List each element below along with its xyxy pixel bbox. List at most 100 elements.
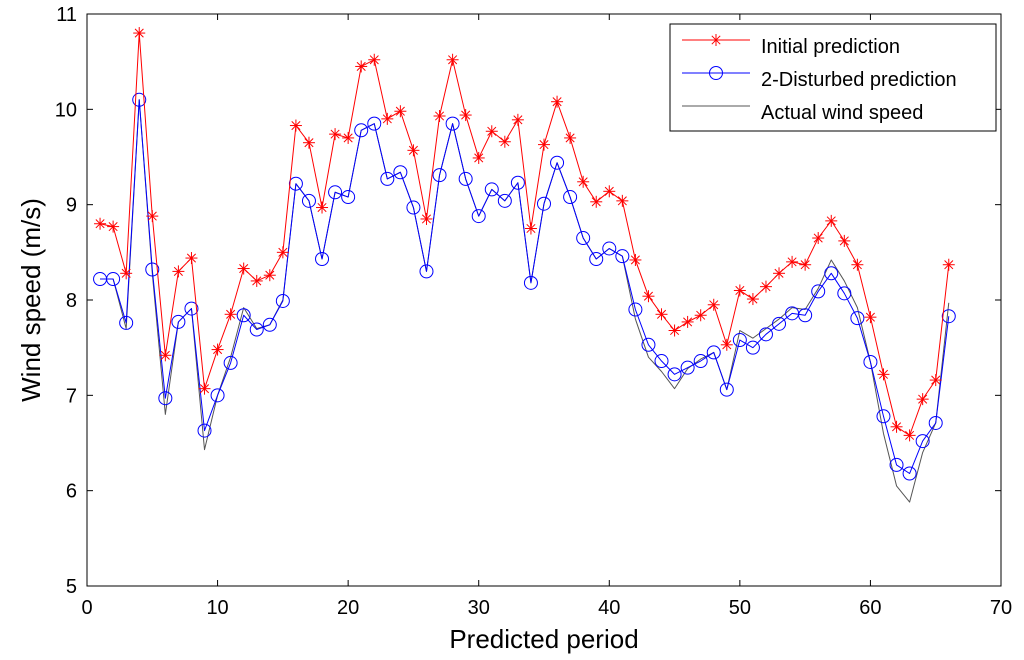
data-point-initial — [551, 95, 564, 108]
data-point-initial — [146, 210, 159, 223]
data-point-disturbed — [328, 185, 343, 200]
data-point-initial — [877, 368, 890, 381]
data-point-initial — [94, 217, 107, 230]
data-point-disturbed — [145, 262, 160, 277]
data-point-disturbed — [915, 434, 930, 449]
data-point-initial — [903, 429, 916, 442]
data-point-disturbed — [315, 252, 330, 267]
x-tick-label: 20 — [337, 597, 359, 619]
data-point-initial — [446, 53, 459, 66]
data-point-initial — [838, 234, 851, 247]
data-point-initial — [198, 382, 211, 395]
data-point-disturbed — [236, 308, 251, 323]
data-point-initial — [120, 267, 133, 280]
series-line-1 — [100, 99, 950, 475]
x-tick-label: 70 — [990, 597, 1012, 619]
data-point-disturbed — [432, 168, 447, 183]
x-tick-label: 50 — [729, 597, 751, 619]
x-tick-label: 30 — [468, 597, 490, 619]
data-point-disturbed — [902, 466, 917, 481]
data-point-disturbed — [928, 415, 943, 430]
series-layer — [93, 27, 956, 503]
data-point-disturbed — [654, 354, 669, 369]
data-point-initial — [263, 269, 276, 282]
data-point-disturbed — [719, 382, 734, 397]
data-point-disturbed — [615, 249, 630, 264]
data-point-initial — [799, 258, 812, 271]
data-point-disturbed — [275, 293, 290, 308]
data-point-initial — [224, 308, 237, 321]
data-point-initial — [929, 374, 942, 387]
data-point-disturbed — [680, 360, 695, 375]
data-point-initial — [694, 309, 707, 322]
data-point-initial — [250, 274, 263, 287]
data-point-disturbed — [837, 286, 852, 301]
legend-label-initial: Initial prediction — [761, 36, 900, 58]
data-point-disturbed — [850, 311, 865, 326]
data-point-initial — [629, 253, 642, 266]
data-point-disturbed — [262, 317, 277, 332]
data-point-initial — [825, 214, 838, 227]
data-point-initial — [316, 201, 329, 214]
data-point-disturbed — [811, 284, 826, 299]
data-point-initial — [707, 298, 720, 311]
data-point-disturbed — [484, 182, 499, 197]
data-point-initial — [524, 222, 537, 235]
data-point-initial — [864, 311, 877, 324]
data-point-disturbed — [210, 388, 225, 403]
data-point-disturbed — [602, 241, 617, 256]
x-tick-label: 0 — [81, 597, 92, 619]
data-point-initial — [773, 267, 786, 280]
y-tick-label: 5 — [66, 576, 77, 598]
legend-label-disturbed: 2-Disturbed prediction — [761, 69, 957, 91]
data-point-disturbed — [667, 367, 682, 382]
y-tick-label: 8 — [66, 290, 77, 312]
data-point-initial — [211, 343, 224, 356]
data-point-initial — [159, 349, 172, 362]
data-point-initial — [420, 212, 433, 225]
data-point-initial — [668, 324, 681, 337]
data-point-disturbed — [576, 231, 591, 246]
data-point-disturbed — [497, 193, 512, 208]
legend-marker-star — [710, 34, 722, 46]
data-point-disturbed — [458, 171, 473, 186]
data-point-initial — [786, 255, 799, 268]
data-point-disturbed — [772, 316, 787, 331]
data-point-disturbed — [824, 266, 839, 281]
data-point-initial — [616, 194, 629, 207]
data-point-disturbed — [693, 354, 708, 369]
data-point-disturbed — [197, 423, 212, 438]
data-point-disturbed — [889, 457, 904, 472]
data-point-disturbed — [732, 333, 747, 348]
data-point-disturbed — [523, 275, 538, 290]
data-point-initial — [890, 420, 903, 433]
data-point-initial — [342, 131, 355, 144]
data-point-initial — [289, 119, 302, 132]
data-point-disturbed — [876, 409, 891, 424]
data-point-disturbed — [550, 155, 565, 170]
data-point-initial — [916, 393, 929, 406]
data-point-initial — [237, 262, 250, 275]
data-point-initial — [355, 60, 368, 73]
data-point-disturbed — [628, 302, 643, 317]
data-point-disturbed — [288, 176, 303, 191]
data-point-initial — [485, 125, 498, 138]
data-point-disturbed — [863, 354, 878, 369]
data-point-disturbed — [706, 345, 721, 360]
data-point-initial — [472, 151, 485, 164]
data-point-initial — [655, 308, 668, 321]
data-point-disturbed — [106, 272, 121, 287]
data-point-initial — [511, 113, 524, 126]
tick-labels: 0 10 20 30 40 50 60 70 5 6 7 8 9 10 11 — [55, 4, 1012, 619]
data-point-disturbed — [589, 252, 604, 267]
legend-label-actual: Actual wind speed — [761, 102, 923, 124]
data-point-initial — [642, 290, 655, 303]
data-point-disturbed — [380, 171, 395, 186]
data-point-disturbed — [471, 209, 486, 224]
data-point-disturbed — [510, 175, 525, 190]
y-tick-label: 10 — [55, 99, 77, 121]
data-point-disturbed — [798, 308, 813, 323]
data-point-disturbed — [406, 200, 421, 215]
x-axis-label: Predicted period — [449, 624, 638, 654]
